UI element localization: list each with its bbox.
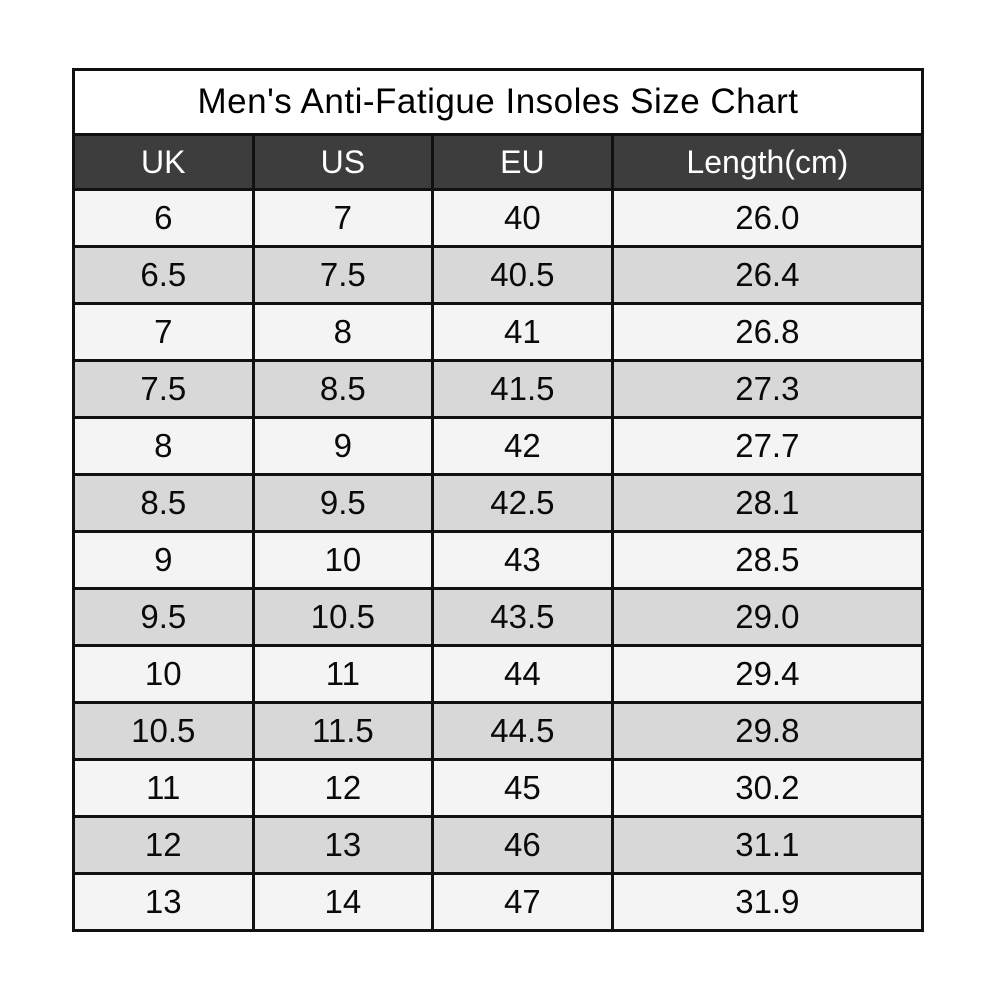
cell-us: 8.5 (251, 359, 435, 419)
title-row: Men's Anti-Fatigue Insoles Size Chart (72, 68, 924, 136)
cell-uk: 6 (72, 188, 255, 248)
cell-uk: 7 (72, 302, 255, 362)
cell-us: 7 (251, 188, 435, 248)
header-row: UK US EU Length(cm) (72, 133, 925, 191)
cell-us: 7.5 (251, 245, 435, 305)
cell-eu: 40.5 (431, 245, 614, 305)
cell-us: 10.5 (251, 587, 435, 647)
cell-eu: 43 (431, 530, 614, 590)
cell-uk: 10.5 (72, 701, 255, 761)
cell-us: 9.5 (251, 473, 435, 533)
table-row: 6 7 40 26.0 (72, 188, 925, 248)
cell-eu: 44.5 (431, 701, 614, 761)
cell-us: 14 (251, 872, 435, 932)
cell-length: 29.4 (610, 644, 925, 704)
cell-us: 13 (251, 815, 435, 875)
cell-uk: 9.5 (72, 587, 255, 647)
cell-uk: 13 (72, 872, 255, 932)
cell-eu: 40 (431, 188, 614, 248)
cell-us: 11.5 (251, 701, 435, 761)
cell-length: 26.0 (610, 188, 925, 248)
cell-uk: 10 (72, 644, 255, 704)
table-row: 11 12 45 30.2 (72, 758, 925, 818)
cell-uk: 6.5 (72, 245, 255, 305)
cell-uk: 8 (72, 416, 255, 476)
cell-length: 29.8 (610, 701, 925, 761)
column-header-eu: EU (431, 133, 614, 191)
cell-us: 8 (251, 302, 435, 362)
size-chart-table: Men's Anti-Fatigue Insoles Size Chart UK… (72, 68, 925, 932)
cell-eu: 46 (431, 815, 614, 875)
table-row: 9 10 43 28.5 (72, 530, 925, 590)
chart-title: Men's Anti-Fatigue Insoles Size Chart (72, 68, 924, 136)
cell-uk: 7.5 (72, 359, 255, 419)
table-row: 9.5 10.5 43.5 29.0 (72, 587, 925, 647)
cell-eu: 42 (431, 416, 614, 476)
cell-eu: 41.5 (431, 359, 614, 419)
table-row: 12 13 46 31.1 (72, 815, 925, 875)
table-row: 8.5 9.5 42.5 28.1 (72, 473, 925, 533)
cell-eu: 47 (431, 872, 614, 932)
cell-uk: 8.5 (72, 473, 255, 533)
cell-length: 28.5 (610, 530, 925, 590)
cell-length: 31.1 (610, 815, 925, 875)
cell-us: 11 (251, 644, 435, 704)
cell-length: 29.0 (610, 587, 925, 647)
table-row: 10 11 44 29.4 (72, 644, 925, 704)
table-row: 13 14 47 31.9 (72, 872, 925, 932)
table-row: 8 9 42 27.7 (72, 416, 925, 476)
cell-eu: 41 (431, 302, 614, 362)
table-row: 7.5 8.5 41.5 27.3 (72, 359, 925, 419)
cell-uk: 12 (72, 815, 255, 875)
column-header-us: US (251, 133, 435, 191)
column-header-uk: UK (72, 133, 255, 191)
cell-us: 9 (251, 416, 435, 476)
cell-us: 12 (251, 758, 435, 818)
size-chart: Men's Anti-Fatigue Insoles Size Chart UK… (72, 68, 925, 932)
cell-us: 10 (251, 530, 435, 590)
table-row: 7 8 41 26.8 (72, 302, 925, 362)
cell-length: 27.3 (610, 359, 925, 419)
cell-length: 26.8 (610, 302, 925, 362)
cell-length: 28.1 (610, 473, 925, 533)
cell-length: 30.2 (610, 758, 925, 818)
cell-uk: 11 (72, 758, 255, 818)
cell-eu: 44 (431, 644, 614, 704)
cell-length: 26.4 (610, 245, 925, 305)
table-row: 10.5 11.5 44.5 29.8 (72, 701, 925, 761)
cell-uk: 9 (72, 530, 255, 590)
cell-length: 27.7 (610, 416, 925, 476)
column-header-length: Length(cm) (610, 133, 925, 191)
cell-eu: 42.5 (431, 473, 614, 533)
cell-eu: 45 (431, 758, 614, 818)
cell-eu: 43.5 (431, 587, 614, 647)
cell-length: 31.9 (610, 872, 925, 932)
table-row: 6.5 7.5 40.5 26.4 (72, 245, 925, 305)
